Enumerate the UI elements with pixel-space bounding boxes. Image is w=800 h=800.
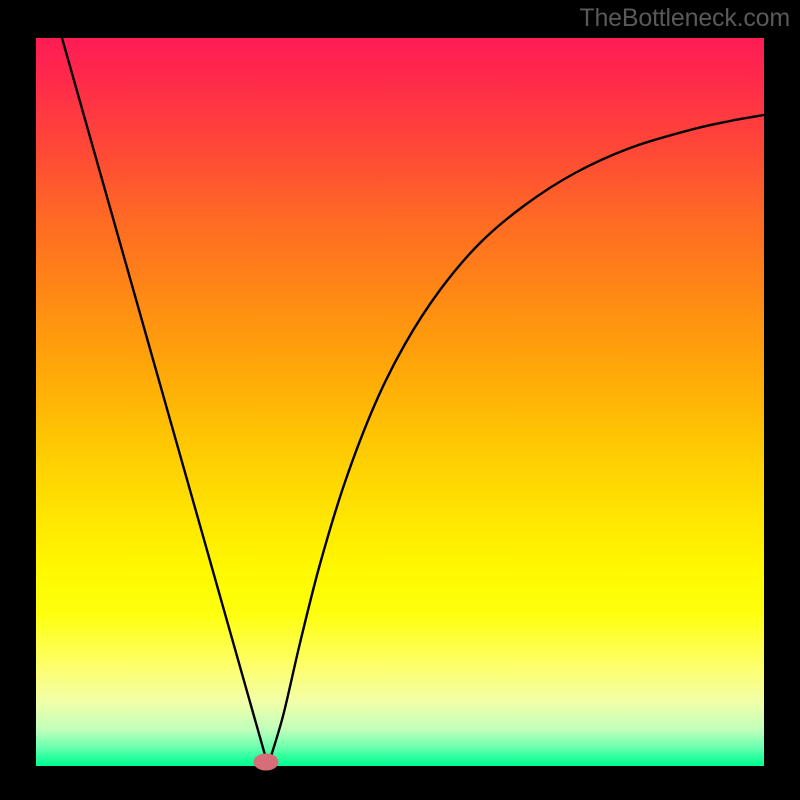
watermark-text: TheBottleneck.com [579,4,790,33]
chart-root: TheBottleneck.com [0,0,800,800]
plot-background [36,38,764,766]
